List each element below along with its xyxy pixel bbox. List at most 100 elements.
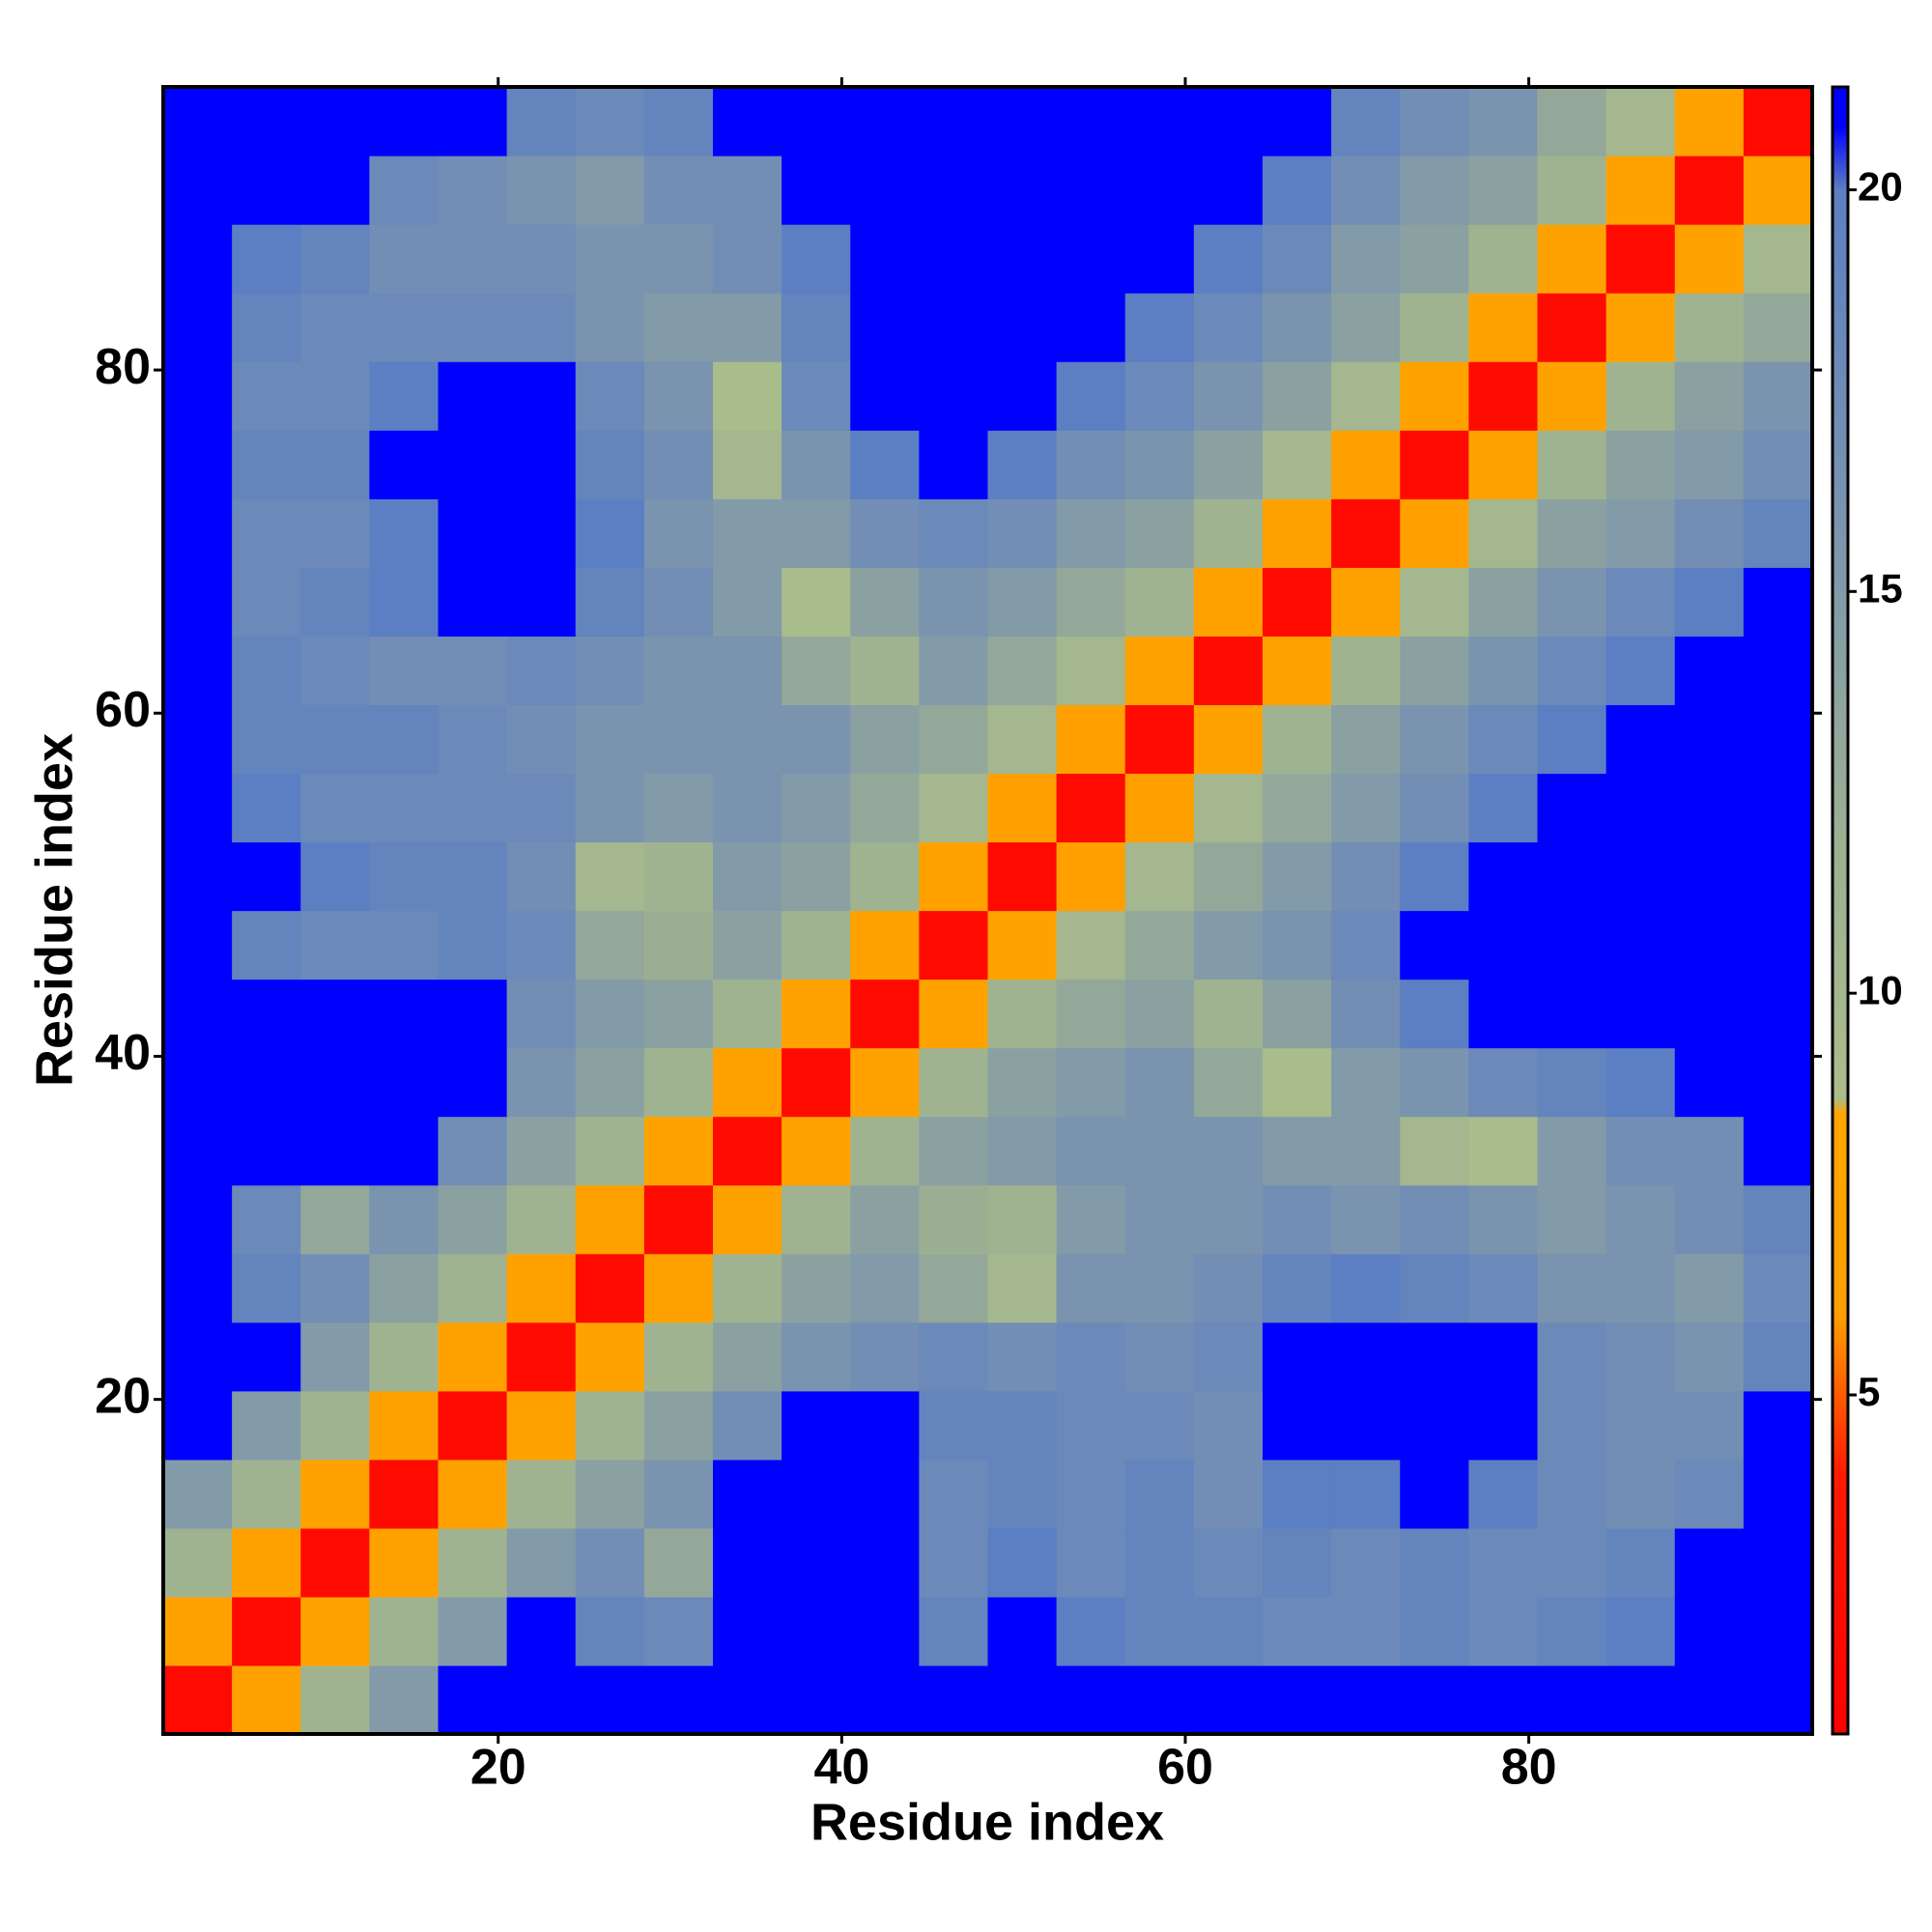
heatmap-cell (643, 224, 714, 294)
heatmap-cell (1124, 156, 1195, 225)
heatmap-cell (163, 224, 233, 294)
heatmap-cell (300, 1664, 370, 1735)
heatmap-cell (369, 704, 440, 775)
heatmap-cell (1124, 1184, 1195, 1255)
heatmap-cell (987, 156, 1058, 225)
heatmap-cell (1468, 1527, 1539, 1598)
heatmap-cell (1056, 567, 1126, 637)
heatmap-cell (1605, 156, 1676, 225)
heatmap-cell (438, 1390, 508, 1461)
heatmap-cell (1605, 567, 1676, 637)
heatmap-cell (1674, 87, 1745, 156)
heatmap-cell (1400, 156, 1469, 225)
heatmap-cell (643, 156, 714, 225)
heatmap-cell (300, 224, 370, 294)
heatmap-cell (369, 1459, 440, 1529)
heatmap-cell (850, 224, 920, 294)
heatmap-cell (1056, 361, 1126, 431)
heatmap-cell (1400, 1596, 1469, 1666)
y-tick-label: 20 (95, 1368, 151, 1424)
heatmap-cell (506, 910, 577, 980)
heatmap-cell (1263, 498, 1332, 568)
heatmap-cell (506, 636, 577, 705)
heatmap-cell (1263, 430, 1332, 499)
heatmap-cell (850, 910, 920, 980)
heatmap-cell (919, 567, 989, 637)
heatmap-cell (1674, 773, 1745, 843)
heatmap-cell (438, 1253, 508, 1323)
heatmap-cell (1743, 361, 1813, 431)
heatmap-cell (575, 430, 645, 499)
heatmap-cell (163, 773, 233, 843)
heatmap-cell (163, 910, 233, 980)
plot-frame (161, 85, 1814, 1736)
heatmap-cell (643, 1664, 714, 1735)
heatmap-cell (1056, 841, 1126, 912)
heatmap-cell (575, 1184, 645, 1255)
heatmap-cell (506, 1596, 577, 1666)
heatmap-cell (1743, 1321, 1813, 1392)
heatmap-cell (781, 430, 851, 499)
heatmap-cell (1193, 1390, 1264, 1461)
heatmap-cell (643, 841, 714, 912)
y-tick-label: 80 (95, 339, 151, 395)
heatmap-cell (919, 156, 989, 225)
heatmap-cell (850, 293, 920, 362)
heatmap-cell (575, 1527, 645, 1598)
heatmap-cell (1674, 1527, 1745, 1598)
heatmap-cell (1263, 1116, 1332, 1186)
heatmap-cell (1468, 1596, 1539, 1666)
heatmap-cell (163, 498, 233, 568)
heatmap-cell (1468, 1184, 1539, 1255)
heatmap-cell (369, 430, 440, 499)
heatmap-cell (1263, 841, 1332, 912)
heatmap-cell (781, 910, 851, 980)
heatmap-cell (163, 704, 233, 775)
heatmap-cell (1056, 704, 1126, 775)
heatmap-cell (1400, 1459, 1469, 1529)
heatmap-cell (1743, 430, 1813, 499)
heatmap-cell (1605, 1664, 1676, 1735)
heatmap-cell (163, 361, 233, 431)
heatmap-cell (1743, 156, 1813, 225)
heatmap-cell (1193, 430, 1264, 499)
heatmap-cell (1400, 224, 1469, 294)
heatmap-cell (575, 773, 645, 843)
heatmap-cell (781, 1184, 851, 1255)
heatmap-cell (1400, 430, 1469, 499)
heatmap-cell (919, 636, 989, 705)
heatmap-cell (1743, 636, 1813, 705)
heatmap-cell (1674, 1253, 1745, 1323)
heatmap-cell (438, 1047, 508, 1118)
heatmap-cell (713, 636, 782, 705)
heatmap-cell (1331, 1321, 1401, 1392)
heatmap-cell (1263, 1664, 1332, 1735)
heatmap-cell (850, 87, 920, 156)
heatmap-cell (1400, 636, 1469, 705)
heatmap-cell (919, 498, 989, 568)
heatmap-cell (1743, 979, 1813, 1049)
heatmap-cell (575, 841, 645, 912)
heatmap-cell (1056, 1664, 1126, 1735)
heatmap-cell (369, 910, 440, 980)
heatmap-cell (300, 430, 370, 499)
heatmap-cell (1674, 1459, 1745, 1529)
heatmap-cell (781, 1459, 851, 1529)
heatmap-cell (506, 1459, 577, 1529)
heatmap-cell (1537, 773, 1607, 843)
heatmap-cell (1124, 293, 1195, 362)
heatmap-cell (575, 224, 645, 294)
heatmap-cell (781, 1116, 851, 1186)
heatmap-cell (1537, 156, 1607, 225)
heatmap-cell (1193, 156, 1264, 225)
heatmap-cell (575, 567, 645, 637)
heatmap-cell (232, 1664, 301, 1735)
heatmap-cell (781, 1527, 851, 1598)
heatmap-cell (506, 430, 577, 499)
heatmap-cell (919, 293, 989, 362)
heatmap-cell (1193, 1253, 1264, 1323)
heatmap-cell (643, 636, 714, 705)
heatmap-cell (300, 1390, 370, 1461)
heatmap-cell (643, 704, 714, 775)
colorbar-tick-label: 15 (1858, 565, 1903, 611)
